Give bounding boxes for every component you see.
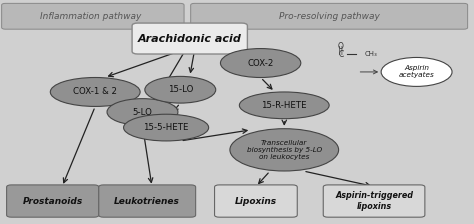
- FancyBboxPatch shape: [132, 23, 247, 54]
- Ellipse shape: [230, 129, 338, 171]
- Text: Pro-resolving pathway: Pro-resolving pathway: [279, 12, 380, 21]
- Text: CH₃: CH₃: [365, 51, 377, 57]
- Text: Lipoxins: Lipoxins: [235, 196, 277, 206]
- Text: 15-LO: 15-LO: [168, 85, 193, 94]
- Text: C: C: [338, 50, 344, 59]
- FancyBboxPatch shape: [215, 185, 297, 217]
- Ellipse shape: [50, 78, 140, 106]
- Text: COX-2: COX-2: [247, 58, 274, 67]
- FancyBboxPatch shape: [191, 3, 468, 29]
- Text: ||: ||: [338, 46, 344, 55]
- Ellipse shape: [220, 49, 301, 78]
- Text: Leukotrienes: Leukotrienes: [114, 196, 180, 206]
- Text: COX-1 & 2: COX-1 & 2: [73, 87, 117, 97]
- Ellipse shape: [124, 114, 209, 141]
- FancyBboxPatch shape: [7, 185, 99, 217]
- FancyBboxPatch shape: [323, 185, 425, 217]
- Text: 15-5-HETE: 15-5-HETE: [143, 123, 189, 132]
- Text: Aspirin
acetyates: Aspirin acetyates: [399, 65, 435, 78]
- Text: O: O: [338, 42, 344, 51]
- Ellipse shape: [107, 99, 178, 125]
- FancyBboxPatch shape: [99, 185, 196, 217]
- Text: Aspirin-triggered
lipoxins: Aspirin-triggered lipoxins: [335, 191, 413, 211]
- Text: Prostanoids: Prostanoids: [23, 196, 83, 206]
- Ellipse shape: [145, 76, 216, 103]
- Text: 5-LO: 5-LO: [133, 108, 153, 116]
- Ellipse shape: [239, 92, 329, 119]
- Text: Inflammation pathway: Inflammation pathway: [40, 12, 141, 21]
- Text: 15-R-HETE: 15-R-HETE: [262, 101, 307, 110]
- Ellipse shape: [381, 58, 452, 86]
- Text: Arachidonic acid: Arachidonic acid: [138, 34, 242, 43]
- Text: Transcellular
biosynthesis by 5-LO
on leukocytes: Transcellular biosynthesis by 5-LO on le…: [246, 140, 322, 160]
- FancyBboxPatch shape: [1, 3, 184, 29]
